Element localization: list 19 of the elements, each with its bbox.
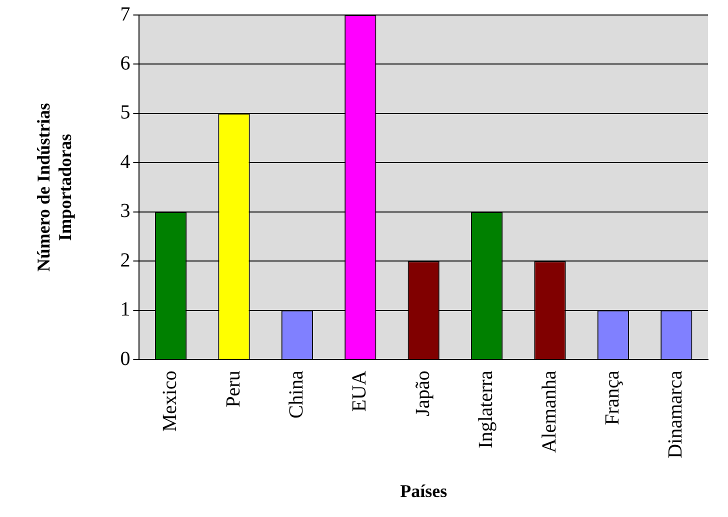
x-tick-label: China bbox=[285, 370, 308, 418]
x-tick-label: França bbox=[601, 370, 624, 426]
x-tick-label: Inglaterra bbox=[475, 370, 498, 448]
x-tick-label: Mexico bbox=[159, 370, 182, 432]
y-tick-label: 3 bbox=[120, 200, 130, 222]
x-tick-label: Peru bbox=[222, 370, 244, 408]
x-tick-label: Japão bbox=[412, 370, 434, 416]
y-axis-title: Número de Indústrias Importadoras bbox=[33, 102, 76, 272]
y-tick-label: 1 bbox=[120, 298, 130, 321]
y-tick-label: 2 bbox=[120, 249, 130, 272]
x-axis-title: Países bbox=[400, 480, 448, 501]
y-tick-label: 0 bbox=[120, 348, 130, 370]
y-tick-label: 7 bbox=[120, 3, 130, 26]
y-tick-label: 6 bbox=[120, 52, 130, 74]
x-tick-label: Dinamarca bbox=[664, 370, 687, 458]
x-tick-label: Alemanha bbox=[538, 370, 560, 453]
x-tick-label: EUA bbox=[348, 370, 371, 412]
y-tick-label: 4 bbox=[120, 150, 130, 173]
y-tick-label: 5 bbox=[120, 102, 130, 124]
